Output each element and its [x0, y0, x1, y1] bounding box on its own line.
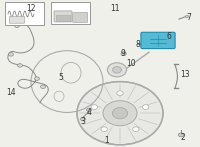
Circle shape — [185, 15, 189, 18]
Circle shape — [133, 127, 139, 132]
FancyBboxPatch shape — [141, 32, 175, 49]
Text: 9: 9 — [121, 49, 125, 58]
Circle shape — [15, 24, 19, 27]
Circle shape — [150, 43, 154, 46]
Text: 2: 2 — [181, 133, 185, 142]
Circle shape — [113, 67, 121, 73]
Text: 1: 1 — [105, 136, 109, 145]
Text: 6: 6 — [167, 31, 171, 41]
Text: 5: 5 — [59, 73, 63, 82]
Circle shape — [117, 91, 123, 96]
Text: 3: 3 — [81, 117, 85, 126]
Circle shape — [142, 105, 149, 109]
Text: 14: 14 — [6, 88, 16, 97]
Circle shape — [101, 127, 107, 132]
Circle shape — [178, 133, 184, 137]
FancyBboxPatch shape — [9, 16, 25, 23]
Circle shape — [112, 108, 128, 119]
Text: 4: 4 — [87, 108, 91, 117]
Text: 7: 7 — [187, 13, 191, 22]
Text: 12: 12 — [26, 4, 36, 13]
Bar — [5, 2, 44, 25]
FancyBboxPatch shape — [54, 11, 72, 22]
Circle shape — [103, 101, 137, 126]
Bar — [51, 2, 90, 24]
Bar — [56, 15, 70, 21]
Text: 8: 8 — [136, 40, 140, 49]
FancyBboxPatch shape — [73, 12, 88, 22]
Circle shape — [9, 53, 13, 56]
Text: 13: 13 — [180, 70, 190, 80]
Circle shape — [18, 64, 22, 67]
Circle shape — [35, 77, 39, 80]
Circle shape — [41, 85, 45, 88]
Text: 11: 11 — [110, 4, 120, 13]
Circle shape — [81, 117, 85, 121]
Circle shape — [87, 108, 91, 112]
Circle shape — [91, 105, 98, 109]
Text: 10: 10 — [126, 59, 136, 69]
Circle shape — [121, 52, 126, 56]
Circle shape — [107, 63, 127, 77]
Circle shape — [77, 82, 163, 145]
